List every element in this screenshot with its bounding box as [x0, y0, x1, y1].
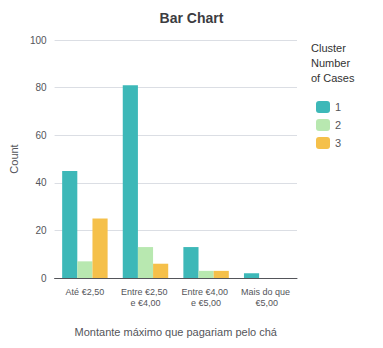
svg-text:Entre €2,50: Entre €2,50	[121, 287, 170, 297]
svg-text:40: 40	[35, 177, 47, 188]
svg-text:0: 0	[41, 273, 47, 284]
svg-text:of Cases: of Cases	[311, 72, 355, 84]
svg-text:Count: Count	[8, 144, 20, 173]
svg-text:Entre €4,00: Entre €4,00	[182, 287, 231, 297]
svg-text:2: 2	[335, 119, 341, 131]
svg-text:Number: Number	[311, 57, 350, 69]
svg-text:100: 100	[30, 35, 47, 46]
svg-text:Mais do que: Mais do que	[241, 287, 293, 297]
svg-text:€5,00: €5,00	[255, 298, 278, 308]
svg-text:e €5,00: e €5,00	[191, 298, 221, 308]
svg-text:80: 80	[35, 82, 47, 93]
svg-text:Bar Chart: Bar Chart	[160, 10, 224, 26]
svg-text:3: 3	[335, 137, 341, 149]
svg-text:Montante máximo que pagariam p: Montante máximo que pagariam pelo chá	[75, 326, 278, 338]
svg-text:e €4,00: e €4,00	[130, 298, 160, 308]
svg-text:20: 20	[35, 225, 47, 236]
svg-text:Cluster: Cluster	[311, 42, 346, 54]
svg-text:Até €2,50: Até €2,50	[66, 287, 105, 297]
svg-text:1: 1	[335, 101, 341, 113]
svg-text:60: 60	[35, 130, 47, 141]
